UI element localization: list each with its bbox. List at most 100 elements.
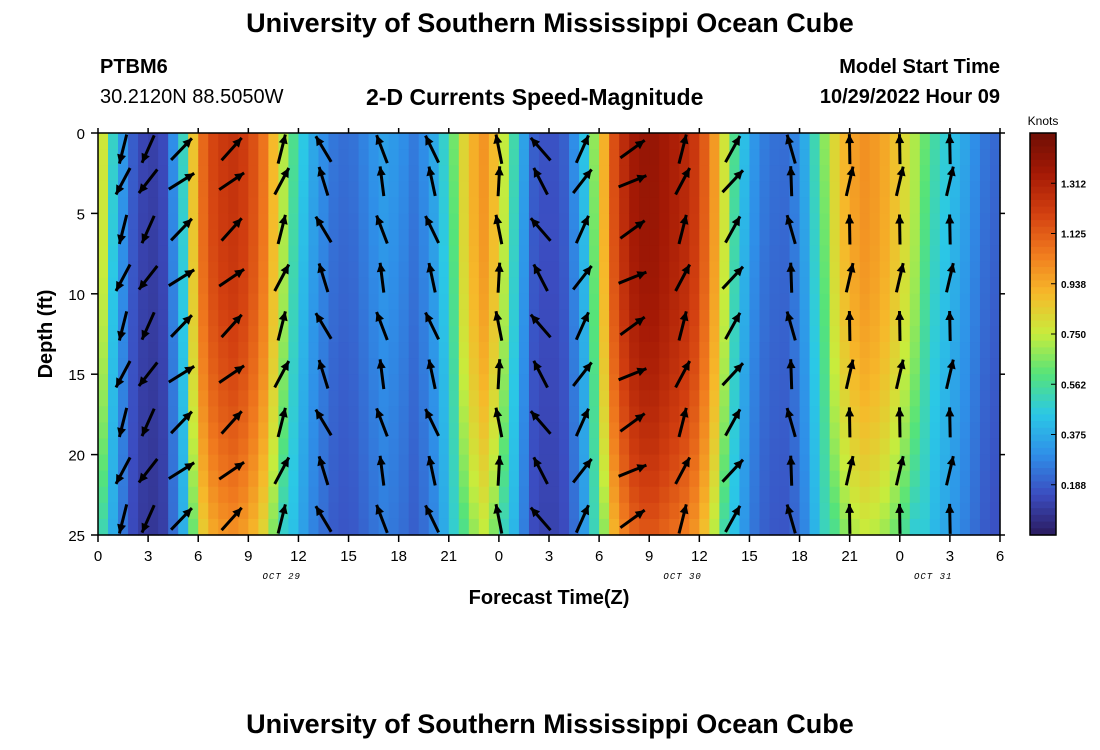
heatmap-cell	[769, 518, 781, 536]
heatmap-cell	[599, 342, 610, 359]
heatmap-cell	[428, 422, 440, 440]
heatmap-cell	[609, 342, 620, 359]
heatmap-cell	[218, 213, 229, 231]
colorbar-segment	[1030, 401, 1056, 409]
heatmap-cell	[979, 245, 991, 263]
heatmap-cell	[358, 470, 370, 488]
current-vector	[114, 263, 132, 292]
heatmap-cell	[248, 358, 259, 375]
colorbar-segment	[1030, 273, 1056, 281]
heatmap-cell	[609, 277, 620, 295]
heatmap-cell	[228, 165, 239, 182]
heatmap-cell	[178, 358, 189, 375]
heatmap-cell	[619, 438, 630, 456]
vector-head	[634, 220, 645, 230]
heatmap-cell	[328, 197, 340, 214]
heatmap-cell	[238, 406, 249, 424]
heatmap-cell	[458, 293, 470, 311]
heatmap-cell	[238, 502, 249, 520]
heatmap-cell	[749, 486, 761, 504]
heatmap-cell	[659, 390, 670, 407]
heatmap-cell	[448, 502, 460, 520]
vector-head	[896, 166, 906, 177]
heatmap-cell	[118, 390, 129, 407]
heatmap-cell	[899, 133, 911, 150]
heatmap-cell	[248, 197, 259, 214]
y-tick-label: 20	[68, 448, 85, 465]
heatmap-cell	[348, 502, 360, 520]
heatmap-cell	[138, 342, 149, 359]
vector-head	[580, 312, 589, 323]
heatmap-cell	[238, 245, 249, 263]
heatmap-cell	[979, 470, 991, 488]
heatmap-cell	[949, 502, 961, 520]
heatmap-cell	[829, 309, 841, 327]
heatmap-cell	[98, 454, 109, 472]
heatmap-cell	[699, 261, 710, 279]
heatmap-cell	[819, 213, 831, 231]
vector-head	[786, 359, 796, 369]
heatmap-cell	[118, 438, 129, 456]
heatmap-cell	[428, 245, 440, 263]
heatmap-cell	[438, 325, 450, 343]
heatmap-cell	[949, 470, 961, 488]
heatmap-cell	[478, 261, 490, 279]
heatmap-cell	[298, 229, 310, 247]
heatmap-cell	[448, 133, 460, 150]
heatmap-cell	[829, 293, 841, 311]
colorbar-segment	[1030, 421, 1056, 429]
heatmap-cell	[719, 502, 730, 520]
heatmap-cell	[959, 277, 971, 295]
heatmap-cell	[178, 181, 189, 198]
heatmap-cell	[769, 325, 781, 343]
heatmap-cell	[809, 438, 821, 456]
heatmap-cell	[919, 181, 931, 198]
heatmap-cell	[879, 374, 891, 391]
heatmap-cell	[468, 277, 480, 295]
heatmap-cell	[929, 406, 941, 424]
heatmap-cell	[689, 181, 700, 198]
heatmap-cell	[438, 197, 450, 214]
heatmap-cell	[619, 181, 630, 198]
heatmap-cell	[148, 245, 159, 263]
heatmap-cell	[699, 229, 710, 247]
heatmap-cell	[288, 197, 300, 214]
current-vector	[945, 134, 955, 165]
heatmap-cell	[128, 133, 139, 150]
current-vector	[894, 166, 906, 197]
heatmap-cell	[939, 374, 951, 391]
heatmap-cell	[368, 502, 380, 520]
heatmap-cell	[729, 422, 741, 440]
heatmap-cell	[589, 165, 600, 182]
heatmap-cell	[769, 229, 781, 247]
heatmap-cell	[969, 213, 981, 231]
heatmap-cell	[909, 277, 921, 295]
heatmap-cell	[278, 518, 290, 536]
vector-head	[533, 457, 542, 468]
heatmap-cell	[528, 470, 540, 488]
heatmap-cell	[579, 518, 590, 536]
heatmap-cell	[498, 133, 510, 150]
heatmap-cell	[448, 325, 460, 343]
current-vector	[618, 174, 647, 189]
heatmap-cell	[979, 149, 991, 166]
heatmap-cell	[549, 213, 560, 231]
heatmap-cell	[709, 213, 720, 231]
heatmap-cell	[709, 133, 720, 150]
vector-head	[945, 311, 955, 320]
heatmap-cell	[158, 486, 169, 504]
heatmap-cell	[989, 213, 1001, 231]
heatmap-cell	[819, 486, 831, 504]
heatmap-cell	[659, 245, 670, 263]
heatmap-cell	[799, 261, 811, 279]
heatmap-cell	[258, 422, 269, 440]
heatmap-cell	[839, 470, 851, 488]
heatmap-cell	[969, 518, 981, 536]
heatmap-cell	[278, 438, 290, 456]
heatmap-cell	[779, 438, 791, 456]
heatmap-cell	[989, 406, 1001, 424]
heatmap-cell	[709, 390, 720, 407]
current-vector	[314, 215, 333, 244]
heatmap-cell	[108, 470, 119, 488]
